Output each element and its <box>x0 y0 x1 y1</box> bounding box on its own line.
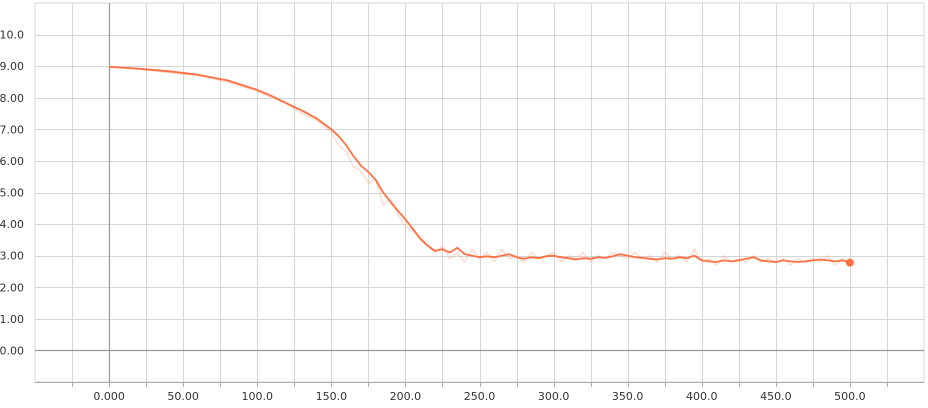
x-tick-label: 50.00 <box>167 390 199 403</box>
y-tick-label: 3.00 <box>0 250 24 263</box>
y-tick-label: 7.00 <box>0 123 24 136</box>
last-point-marker <box>845 258 854 267</box>
series <box>109 65 854 267</box>
x-axis-tick-labels: 0.000 50.00 100.0 150.0 200.0 250.0 300.0 350.0… <box>93 390 865 403</box>
y-tick-label: 4.00 <box>0 218 24 231</box>
y-tick-label: 1.00 <box>0 313 24 326</box>
y-tick-label: 8.00 <box>0 92 24 105</box>
x-tick-label: 300.0 <box>538 390 570 403</box>
x-tick-label: 200.0 <box>390 390 422 403</box>
x-tick-label: 250.0 <box>464 390 496 403</box>
grid <box>34 2 925 387</box>
x-tick-label: 150.0 <box>316 390 348 403</box>
x-tick-label: 450.0 <box>760 390 792 403</box>
x-tick-label: 500.0 <box>834 390 866 403</box>
plot-frame <box>34 2 925 383</box>
y-tick-label: 6.00 <box>0 155 24 168</box>
y-axis-tick-labels: 0.00 1.00 2.00 3.00 4.00 5.00 6.00 7.00 8.00 9.00… <box>0 29 24 358</box>
y-tick-label: 2.00 <box>0 281 24 294</box>
y-tick-label: 10.0 <box>0 29 24 42</box>
y-tick-label: 0.00 <box>0 344 24 357</box>
x-tick-label: 350.0 <box>612 390 644 403</box>
x-tick-label: 100.0 <box>242 390 274 403</box>
smoothed-series-line <box>109 65 851 264</box>
x-tick-label: 0.000 <box>93 390 125 403</box>
x-tick-label: 400.0 <box>686 390 718 403</box>
y-tick-label: 5.00 <box>0 187 24 200</box>
axes <box>35 3 924 383</box>
y-tick-label: 9.00 <box>0 60 24 73</box>
